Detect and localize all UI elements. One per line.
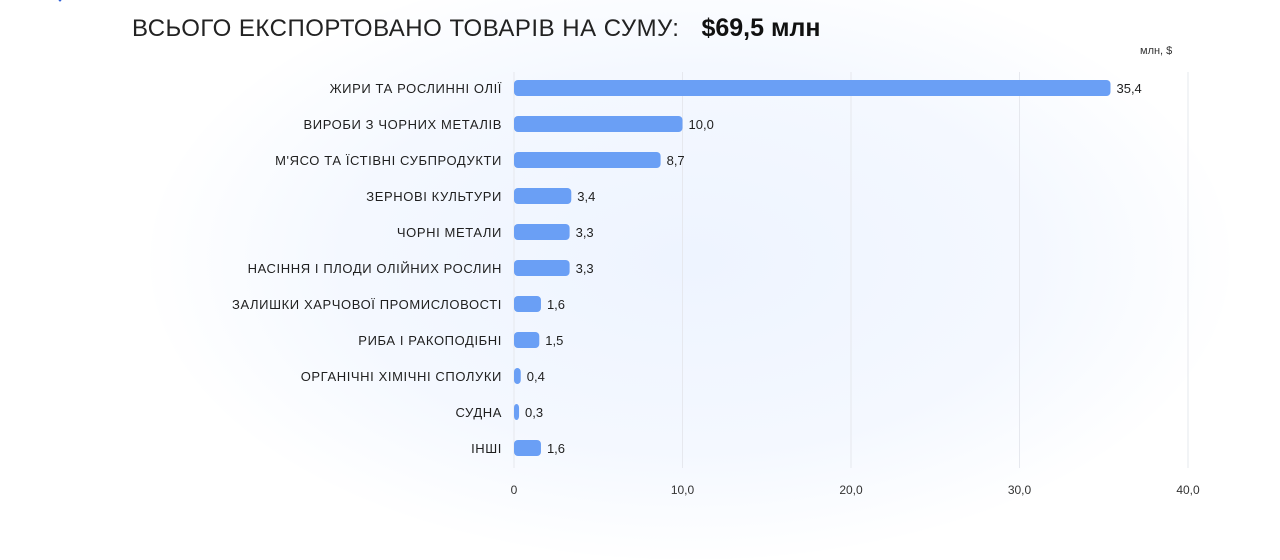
bar — [514, 116, 683, 132]
unit-label: млн, $ — [1140, 45, 1173, 57]
bar — [514, 80, 1111, 96]
x-tick-label: 40,0 — [1176, 483, 1200, 497]
bar — [514, 296, 541, 312]
category-label: ЖИРИ ТА РОСЛИННІ ОЛІЇ — [330, 81, 502, 96]
category-label: М'ЯСО ТА ЇСТІВНІ СУБПРОДУКТИ — [275, 153, 502, 168]
data-label: 3,4 — [577, 189, 595, 204]
category-label: ОРГАНІЧНІ ХІМІЧНІ СПОЛУКИ — [301, 369, 502, 384]
data-label: 35,4 — [1116, 81, 1141, 96]
bar — [514, 404, 520, 420]
bar — [514, 188, 572, 204]
x-tick-label: 0 — [511, 483, 518, 497]
bar — [514, 152, 661, 168]
bar — [514, 260, 570, 276]
category-label: ЧОРНІ МЕТАЛИ — [397, 225, 502, 240]
x-tick-label: 20,0 — [839, 483, 863, 497]
x-tick-label: 30,0 — [1008, 483, 1032, 497]
x-tick-label: 10,0 — [671, 483, 695, 497]
bar — [514, 332, 540, 348]
data-label: 1,6 — [547, 441, 565, 456]
data-label: 1,6 — [547, 297, 565, 312]
data-label: 8,7 — [667, 153, 685, 168]
title-total-value: $69,5 млн — [701, 14, 821, 42]
data-label: 10,0 — [689, 117, 714, 132]
category-label: ЗАЛИШКИ ХАРЧОВОЇ ПРОМИСЛОВОСТІ — [232, 297, 502, 312]
title-label: ВСЬОГО ЕКСПОРТОВАНО ТОВАРІВ НА СУМУ: — [132, 15, 680, 42]
data-label: 1,5 — [545, 333, 563, 348]
category-label: РИБА І РАКОПОДІБНІ — [358, 333, 502, 348]
category-label: НАСІННЯ І ПЛОДИ ОЛІЙНИХ РОСЛИН — [248, 261, 502, 276]
bar-chart: 0 10,0 20,0 30,0 40,0 ЖИРИ ТА РОСЛИННІ ОЛІЇ 35… — [232, 72, 1200, 497]
data-label: 3,3 — [576, 225, 594, 240]
bar — [514, 224, 570, 240]
category-label: ІНШІ — [471, 441, 502, 456]
category-label: ЗЕРНОВІ КУЛЬТУРИ — [366, 189, 502, 204]
data-label: 0,4 — [527, 369, 545, 384]
bar — [514, 368, 521, 384]
data-label: 0,3 — [525, 405, 543, 420]
bar — [514, 440, 541, 456]
category-label: СУДНА — [456, 405, 503, 420]
data-label: 3,3 — [576, 261, 594, 276]
category-label: ВИРОБИ З ЧОРНИХ МЕТАЛІВ — [303, 117, 502, 132]
page-title: ВСЬОГО ЕКСПОРТОВАНО ТОВАРІВ НА СУМУ: $69… — [132, 14, 820, 48]
